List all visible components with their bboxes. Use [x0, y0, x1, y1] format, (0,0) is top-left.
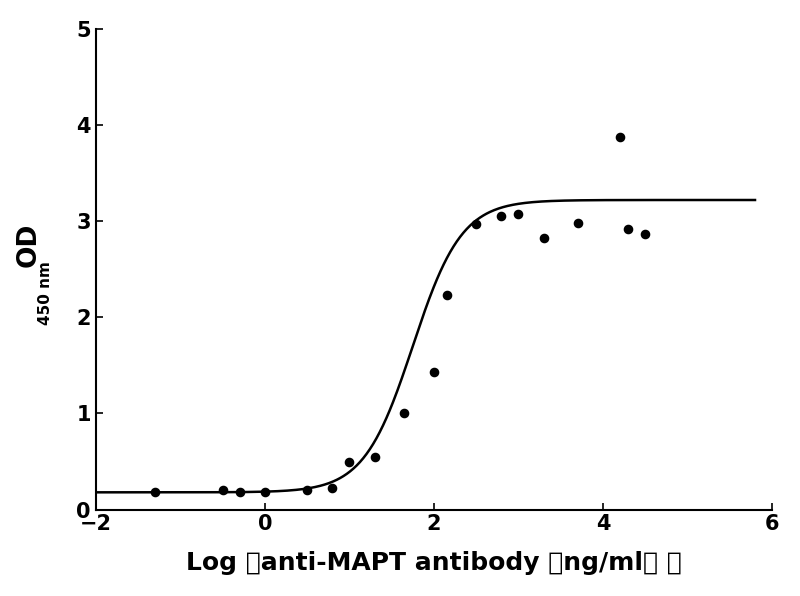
Point	[343, 457, 356, 466]
Point	[258, 488, 271, 497]
Point	[440, 290, 453, 300]
X-axis label: Log （anti-MAPT antibody （ng/ml） ）: Log （anti-MAPT antibody （ng/ml） ）	[186, 551, 682, 575]
Point	[398, 409, 410, 418]
Point	[301, 486, 314, 495]
Point	[614, 132, 626, 141]
Point	[149, 488, 162, 497]
Point	[470, 219, 482, 229]
Point	[216, 486, 229, 495]
Point	[638, 229, 651, 238]
Point	[427, 367, 440, 377]
Text: OD: OD	[15, 223, 42, 268]
Point	[233, 488, 246, 497]
Point	[622, 224, 634, 234]
Point	[368, 452, 381, 461]
Text: 450 nm: 450 nm	[38, 261, 53, 325]
Point	[512, 210, 525, 219]
Point	[495, 212, 508, 221]
Point	[326, 484, 339, 493]
Point	[571, 218, 584, 228]
Point	[538, 232, 550, 242]
